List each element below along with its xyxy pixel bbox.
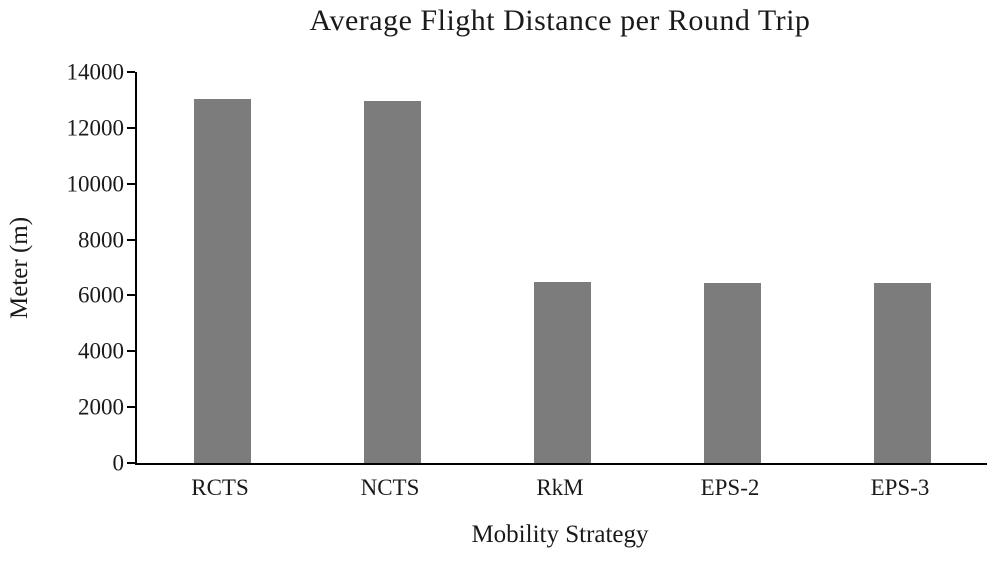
x-axis-title: Mobility Strategy [471,521,649,548]
x-category-label: EPS-2 [700,475,760,500]
y-tick-label: 0 [112,450,125,476]
y-tick-label: 12000 [66,115,125,141]
x-category-label: RCTS [191,475,249,500]
y-tick-mark [127,462,135,464]
y-tick-mark [127,126,135,129]
chart-title: Average Flight Distance per Round Trip [309,4,811,37]
x-category-label: NCTS [360,475,420,500]
bar-eps-2 [703,283,761,463]
bar-eps-3 [873,282,931,463]
y-tick-label: 8000 [78,227,124,253]
x-category-label: EPS-3 [870,475,930,500]
y-tick-mark [127,294,135,297]
y-tick-mark [127,182,135,185]
y-tick-mark [127,71,135,73]
y-tick-label: 10000 [66,171,125,197]
bar-rkm [533,282,591,463]
y-tick-label: 14000 [66,59,125,85]
x-category-labels: RCTS NCTS RkM EPS-2 EPS-3 [135,475,985,507]
y-tick-label: 2000 [78,394,124,420]
y-axis-tick-labels: 0 2000 4000 6000 8000 10000 12000 14000 [0,61,125,475]
bar-rcts [193,98,251,463]
y-tick-mark [127,238,135,241]
plot-area [127,71,987,465]
bar-ncts [363,101,421,463]
y-tick-label: 4000 [78,338,124,364]
y-tick-label: 6000 [78,282,124,308]
y-tick-mark [127,350,135,353]
y-tick-mark [127,406,135,409]
x-category-label: RkM [536,475,584,500]
